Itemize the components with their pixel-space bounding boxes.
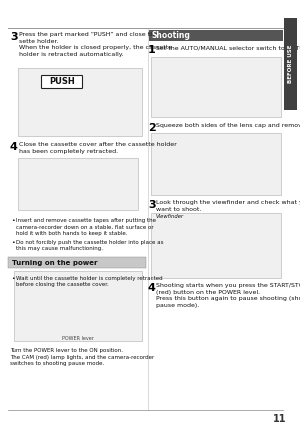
- Text: PUSH: PUSH: [49, 78, 75, 86]
- Bar: [284, 18, 297, 110]
- Text: •: •: [11, 276, 15, 281]
- Text: •: •: [11, 218, 15, 223]
- Text: Insert and remove cassette tapes after putting the
camera-recorder down on a sta: Insert and remove cassette tapes after p…: [16, 218, 156, 236]
- Bar: [151, 57, 281, 117]
- Text: Press the part marked “PUSH” and close the cas-
sette holder.
When the holder is: Press the part marked “PUSH” and close t…: [19, 32, 173, 57]
- Text: 2: 2: [148, 123, 156, 133]
- Text: 11: 11: [272, 414, 286, 424]
- Text: 3: 3: [10, 32, 18, 42]
- Text: Turning on the power: Turning on the power: [12, 259, 98, 265]
- Text: Set the AUTO/MANUAL selector switch to AUTO.: Set the AUTO/MANUAL selector switch to A…: [156, 45, 300, 50]
- Text: Turn the POWER lever to the ON position.
The CAM (red) lamp lights, and the came: Turn the POWER lever to the ON position.…: [10, 348, 154, 366]
- Text: •: •: [11, 240, 15, 245]
- Text: BEFORE USE: BEFORE USE: [288, 45, 293, 83]
- Text: 1: 1: [148, 45, 156, 55]
- Bar: [151, 213, 281, 278]
- Text: 4: 4: [10, 142, 18, 152]
- Bar: [18, 158, 138, 210]
- Text: 3: 3: [148, 200, 156, 210]
- Text: Viewfinder: Viewfinder: [156, 214, 184, 219]
- Text: Shooting starts when you press the START/STOP
(red) button on the POWER level.
P: Shooting starts when you press the START…: [156, 283, 300, 308]
- Text: Squeeze both sides of the lens cap and remove it.: Squeeze both sides of the lens cap and r…: [156, 123, 300, 128]
- FancyBboxPatch shape: [41, 75, 82, 89]
- Text: Wait until the cassette holder is completely retracted
before closing the casset: Wait until the cassette holder is comple…: [16, 276, 163, 287]
- Text: POWER lever: POWER lever: [62, 336, 94, 341]
- Bar: [8, 257, 146, 268]
- Text: Close the cassette cover after the cassette holder
has been completely retracted: Close the cassette cover after the casse…: [19, 142, 177, 153]
- Text: Do not forcibly push the cassette holder into place as
this may cause malfunctio: Do not forcibly push the cassette holder…: [16, 240, 164, 251]
- Bar: [149, 30, 283, 41]
- Bar: [18, 68, 142, 136]
- Text: 4: 4: [148, 283, 156, 293]
- Bar: [14, 271, 142, 341]
- Bar: [151, 133, 281, 195]
- Text: Shooting: Shooting: [152, 31, 191, 40]
- Text: Look through the viewfinder and check what you
want to shoot.: Look through the viewfinder and check wh…: [156, 200, 300, 212]
